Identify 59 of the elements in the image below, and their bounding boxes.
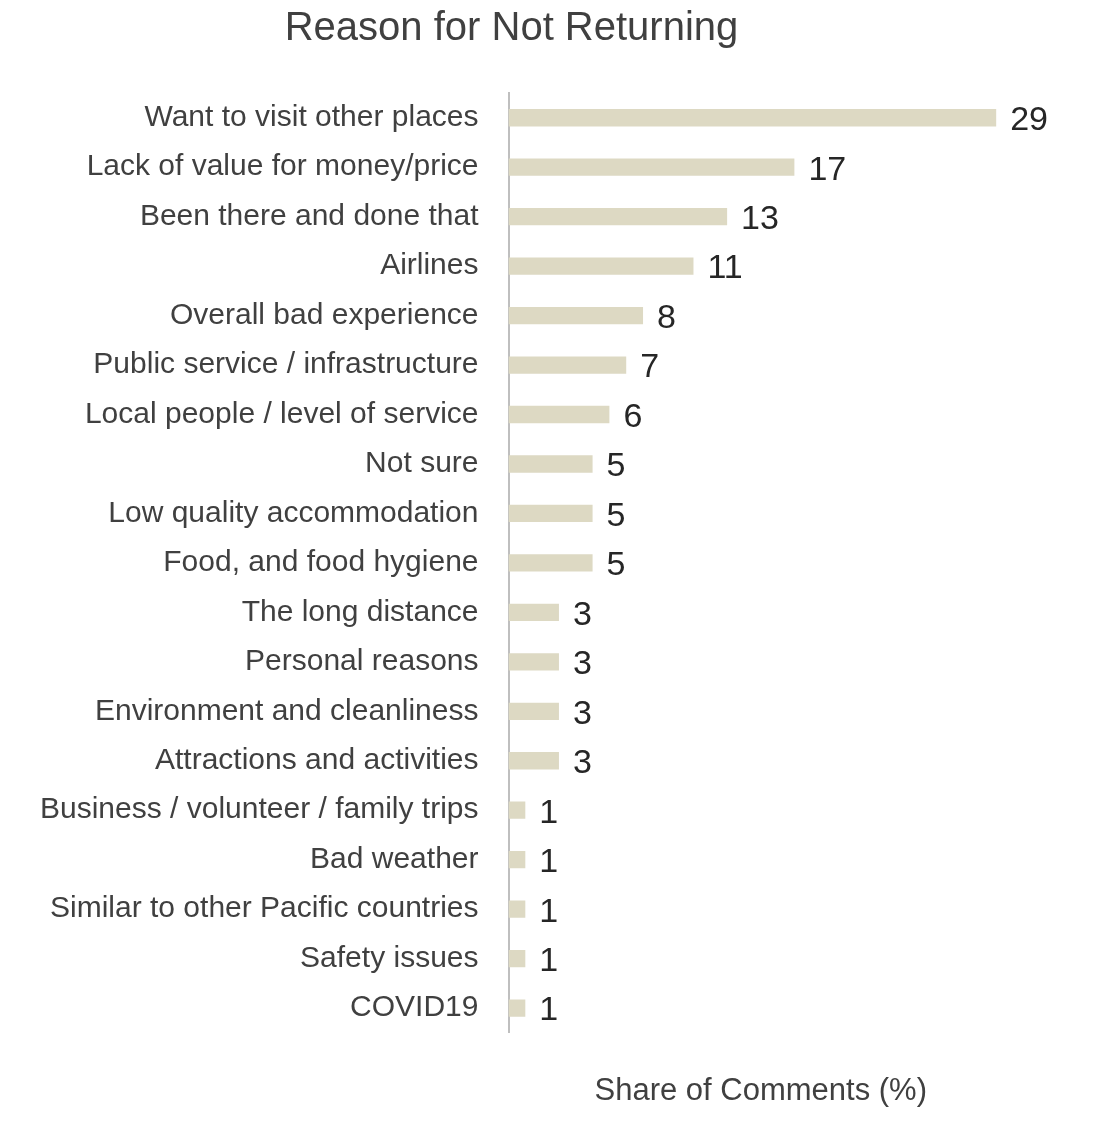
bar [508,455,593,473]
data-label: 1 [539,841,559,880]
data-label: 7 [640,346,660,385]
y-tick-label: Been there and done that [139,197,480,231]
data-label: 5 [606,544,626,583]
bar [508,109,997,127]
y-tick-label: Airlines [380,247,479,281]
data-label: 11 [707,247,743,286]
y-tick-label: Business / volunteer / family trips [39,791,479,825]
bar [508,603,559,622]
y-tick-label: Not sure [365,445,479,479]
data-label: 3 [572,593,592,632]
y-tick-label: Local people / level of service [84,395,479,429]
data-label: 3 [572,643,592,682]
y-tick-label: Lack of value for money/price [86,148,479,182]
y-tick-label: Environment and cleanliness [94,692,479,726]
data-label: 8 [657,296,676,335]
data-label: 1 [539,791,559,830]
bar [508,356,627,374]
bar [508,158,795,176]
bar [508,801,526,819]
y-tick-label: The long distance [241,593,479,627]
bar [508,999,526,1017]
y-tick-label: Similar to other Pacific countries [50,890,479,924]
data-label: 3 [572,692,592,731]
chart-title: Reason for Not Returning [284,4,739,49]
y-tick-label: Low quality accommodation [108,494,479,528]
data-label: 6 [623,395,643,434]
bar [508,306,644,325]
data-label: 3 [572,742,592,781]
data-label: 5 [606,494,626,533]
data-label: 13 [741,198,779,237]
bar [508,851,526,869]
y-tick-label: Safety issues [300,939,479,973]
data-label: 1 [539,890,559,929]
bar [508,900,526,918]
y-tick-label: Want to visit other places [144,99,479,132]
y-tick-label: Food, and food hygiene [163,544,479,578]
bar [508,653,559,671]
y-tick-label: Bad weather [310,840,479,874]
bar [508,702,559,720]
y-tick-label: COVID19 [350,989,479,1023]
x-axis-title: Share of Comments (%) [594,1071,927,1107]
data-label: 1 [539,989,559,1028]
bar [508,949,526,968]
bar [508,504,593,523]
y-tick-label: Overall bad experience [169,296,479,330]
bar [508,208,728,226]
data-label: 17 [808,148,847,187]
data-label: 29 [1010,99,1049,138]
data-label: 1 [539,939,559,978]
y-tick-label: Personal reasons [245,643,479,677]
bar [508,752,559,770]
bar [508,257,694,275]
bar [508,554,593,572]
y-tick-label: Public service / infrastructure [93,346,479,380]
y-tick-label: Attractions and activities [155,742,479,776]
data-label: 5 [606,445,626,484]
bar [508,405,610,424]
